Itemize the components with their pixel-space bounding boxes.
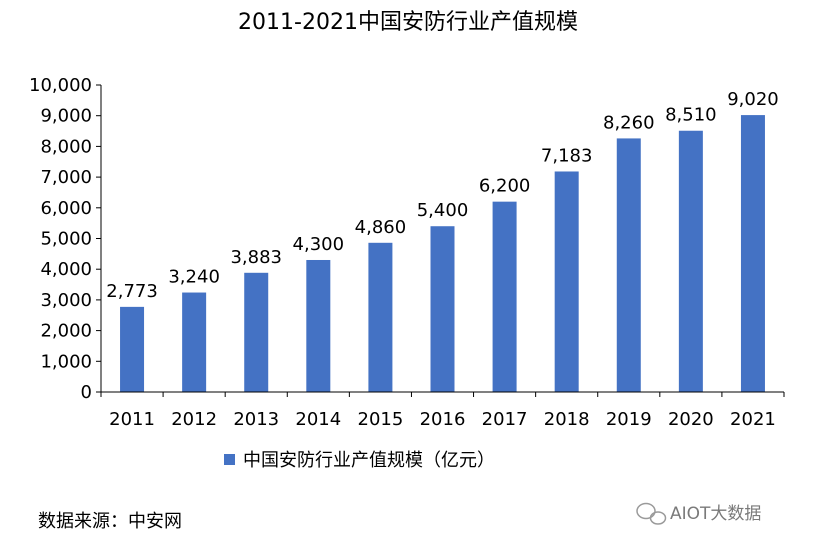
bar <box>368 242 393 392</box>
x-tick-label: 2021 <box>730 409 776 430</box>
bar <box>120 306 145 392</box>
y-tick-label: 6,000 <box>40 198 92 219</box>
x-tick-label: 2011 <box>109 409 155 430</box>
data-label: 2,773 <box>106 281 158 302</box>
x-tick-label: 2014 <box>295 409 341 430</box>
watermark: AIOT大数据 <box>636 502 761 525</box>
source-note: 数据来源：中安网 <box>38 511 182 532</box>
legend: 中国安防行业产值规模（亿元） <box>224 450 495 471</box>
y-tick-label: 3,000 <box>40 290 92 311</box>
x-tick-label: 2015 <box>358 409 404 430</box>
bar <box>182 292 207 392</box>
data-label: 4,860 <box>355 217 407 238</box>
x-tick-label: 2018 <box>544 409 590 430</box>
bar <box>492 201 517 392</box>
bar <box>244 272 269 392</box>
y-tick-label: 1,000 <box>40 351 92 372</box>
data-label: 6,200 <box>479 176 531 197</box>
data-label: 3,240 <box>168 267 220 288</box>
bar <box>430 226 455 392</box>
data-label: 8,260 <box>603 112 655 133</box>
x-axis: 2011 2012 2013 2014 2015 2016 2017 2018 2019 2020… <box>100 392 785 430</box>
data-label: 9,020 <box>727 89 779 110</box>
y-tick-label: 5,000 <box>40 229 92 250</box>
y-tick-label: 0 <box>81 382 92 403</box>
data-label: 3,883 <box>230 247 282 268</box>
data-label: 8,510 <box>665 105 717 126</box>
bar <box>616 138 641 392</box>
data-label: 7,183 <box>541 145 593 166</box>
y-tick-label: 7,000 <box>40 167 92 188</box>
data-label: 5,400 <box>417 200 469 221</box>
y-tick-label: 4,000 <box>40 259 92 280</box>
legend-label: 中国安防行业产值规模（亿元） <box>243 450 495 471</box>
y-tick-label: 8,000 <box>40 136 92 157</box>
bar <box>306 259 331 392</box>
legend-swatch <box>224 454 235 465</box>
watermark-text: AIOT大数据 <box>670 504 761 524</box>
bar <box>740 115 765 392</box>
data-label: 4,300 <box>293 234 345 255</box>
y-axis: 0 1,000 2,000 3,000 4,000 5,000 6,000 7,000 8,00… <box>29 75 101 403</box>
data-labels: 2,773 3,240 3,883 4,300 4,860 5,400 6,200 7,183… <box>106 89 778 302</box>
x-tick-label: 2017 <box>482 409 528 430</box>
bar <box>678 130 703 393</box>
wechat-icon <box>636 502 667 525</box>
x-tick-label: 2020 <box>668 409 714 430</box>
x-tick-label: 2016 <box>420 409 466 430</box>
bar <box>554 171 579 392</box>
x-tick-label: 2013 <box>233 409 279 430</box>
x-tick-label: 2012 <box>171 409 217 430</box>
y-tick-label: 9,000 <box>40 106 92 127</box>
chart-title: 2011-2021中国安防行业产值规模 <box>238 10 578 35</box>
y-tick-label: 2,000 <box>40 321 92 342</box>
y-tick-label: 10,000 <box>29 75 92 96</box>
bar-series <box>120 115 765 393</box>
x-tick-label: 2019 <box>606 409 652 430</box>
